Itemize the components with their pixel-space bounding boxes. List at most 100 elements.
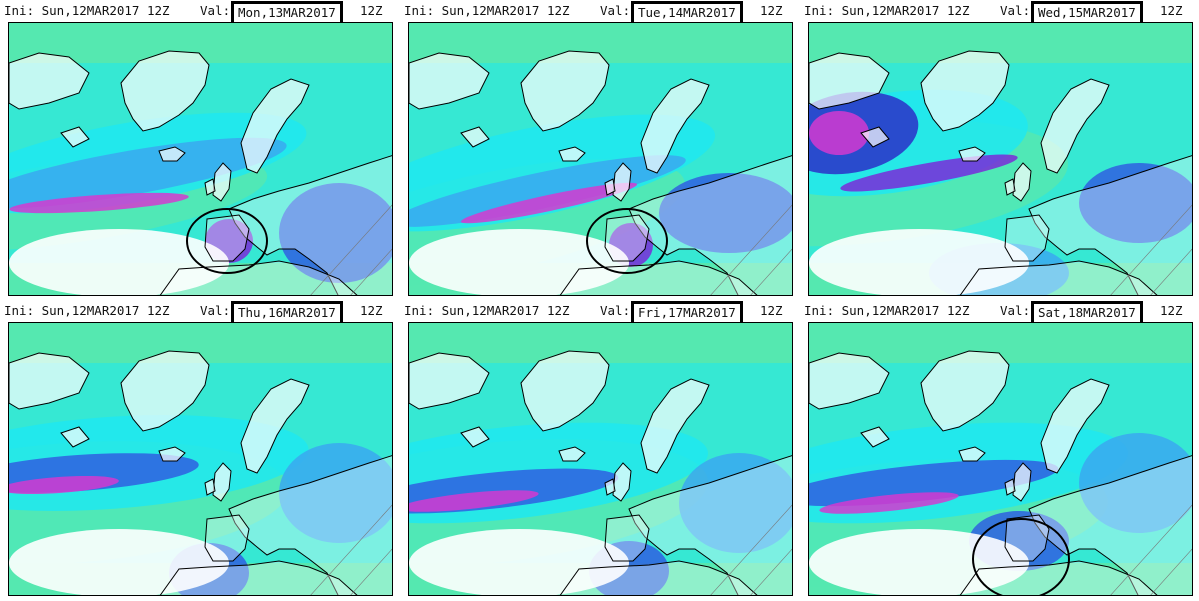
precip-band xyxy=(9,137,287,209)
coastline-islands xyxy=(860,426,890,448)
valid-label: Val: xyxy=(600,303,631,318)
coastline-britain xyxy=(612,162,632,202)
precip-band xyxy=(809,111,869,155)
coastline-iceland xyxy=(158,446,186,462)
graticule-line xyxy=(710,504,792,595)
map-graphic xyxy=(9,23,392,295)
panel-header: Ini: Sun,12MAR2017 12Z Val: Wed,15MAR201… xyxy=(802,0,1195,25)
dry-zone xyxy=(409,229,629,295)
coastline-britain xyxy=(612,462,632,502)
coastline-islands xyxy=(860,126,890,148)
coastline-greenland xyxy=(120,350,210,432)
coastline-canada xyxy=(9,352,90,410)
coastline-scandinavia xyxy=(240,378,310,474)
forecast-panel-2: Ini: Sun,12MAR2017 12Z Val: Tue,14MAR201… xyxy=(402,0,795,296)
coastline-ireland xyxy=(204,478,216,496)
precip-map xyxy=(808,22,1193,296)
coastline-ireland xyxy=(604,478,616,496)
valid-label: Val: xyxy=(200,303,231,318)
coastline-britain xyxy=(1012,162,1032,202)
coastline-iberia xyxy=(604,514,650,562)
init-time-label: Ini: Sun,12MAR2017 12Z xyxy=(4,3,170,18)
coastline-africa xyxy=(559,560,758,595)
graticule-line xyxy=(1110,504,1192,595)
precip-band xyxy=(679,453,792,553)
coastline-ireland xyxy=(604,178,616,196)
coastline-iceland xyxy=(958,146,986,162)
coastline-greenland xyxy=(520,50,610,132)
valid-hour: 12Z xyxy=(1160,303,1183,318)
forecast-panel-6: Ini: Sun,12MAR2017 12Z Val: Sat,18MAR201… xyxy=(802,300,1195,596)
coastline-africa xyxy=(959,260,1158,295)
precip-band xyxy=(9,192,189,214)
valid-hour: 12Z xyxy=(360,3,383,18)
valid-hour: 12Z xyxy=(760,303,783,318)
valid-label: Val: xyxy=(200,3,231,18)
coastline-europe xyxy=(628,155,792,295)
valid-date-box: Fri,17MAR2017 xyxy=(631,301,743,325)
dry-zone xyxy=(9,229,229,295)
coastline-canada xyxy=(809,52,890,110)
coastline-canada xyxy=(409,352,490,410)
coastline-ireland xyxy=(1004,478,1016,496)
graticule-line xyxy=(1150,248,1192,295)
coastline-britain xyxy=(1012,462,1032,502)
coastline-iceland xyxy=(958,446,986,462)
map-graphic xyxy=(809,23,1192,295)
precip-band xyxy=(659,173,792,253)
precip-band xyxy=(460,182,638,224)
precip-map xyxy=(408,322,793,596)
valid-label: Val: xyxy=(1000,303,1031,318)
precip-band xyxy=(409,490,539,512)
coastline-greenland xyxy=(920,350,1010,432)
valid-label: Val: xyxy=(1000,3,1031,18)
coastline-canada xyxy=(409,52,490,110)
init-time-label: Ini: Sun,12MAR2017 12Z xyxy=(804,303,970,318)
coastline-greenland xyxy=(520,350,610,432)
precip-band xyxy=(819,492,959,514)
coastline-iberia xyxy=(1004,214,1050,262)
precip-band xyxy=(409,155,686,227)
precip-band xyxy=(809,459,1059,507)
valid-hour: 12Z xyxy=(760,3,783,18)
coastline-ireland xyxy=(1004,178,1016,196)
graticule-line xyxy=(750,248,792,295)
coastline-scandinavia xyxy=(640,78,710,174)
valid-date-box: Sat,18MAR2017 xyxy=(1031,301,1143,325)
precip-band xyxy=(1079,433,1192,533)
coastline-iceland xyxy=(558,446,586,462)
map-graphic xyxy=(9,323,392,595)
highlight-circle xyxy=(186,208,268,274)
map-graphic xyxy=(409,323,792,595)
coastline-ireland xyxy=(204,178,216,196)
graticule-line xyxy=(310,204,392,295)
init-time-label: Ini: Sun,12MAR2017 12Z xyxy=(404,3,570,18)
precip-map xyxy=(8,322,393,596)
coastline-greenland xyxy=(120,50,210,132)
coastline-canada xyxy=(809,352,890,410)
panel-header: Ini: Sun,12MAR2017 12Z Val: Mon,13MAR201… xyxy=(2,0,395,25)
coastline-islands xyxy=(60,126,90,148)
map-graphic xyxy=(809,323,1192,595)
coastline-greenland xyxy=(920,50,1010,132)
precip-band xyxy=(9,475,119,495)
coastline-europe xyxy=(228,155,392,295)
coastline-iberia xyxy=(1004,514,1050,562)
coastline-scandinavia xyxy=(640,378,710,474)
graticule-line xyxy=(1150,548,1192,595)
coastline-iberia xyxy=(204,514,250,562)
coastline-scandinavia xyxy=(240,78,310,174)
dry-zone xyxy=(809,529,1029,595)
coastline-islands xyxy=(460,126,490,148)
valid-date-box: Wed,15MAR2017 xyxy=(1031,1,1143,25)
init-time-label: Ini: Sun,12MAR2017 12Z xyxy=(4,303,170,318)
coastline-iberia xyxy=(204,214,250,262)
panel-header: Ini: Sun,12MAR2017 12Z Val: Sat,18MAR201… xyxy=(802,300,1195,325)
graticule-line xyxy=(710,204,792,295)
dry-zone xyxy=(409,529,629,595)
coastline-europe xyxy=(1028,455,1192,595)
precip-band xyxy=(840,154,1018,192)
precip-map xyxy=(8,22,393,296)
graticule-line xyxy=(750,548,792,595)
forecast-panel-1: Ini: Sun,12MAR2017 12Z Val: Mon,13MAR201… xyxy=(2,0,395,296)
